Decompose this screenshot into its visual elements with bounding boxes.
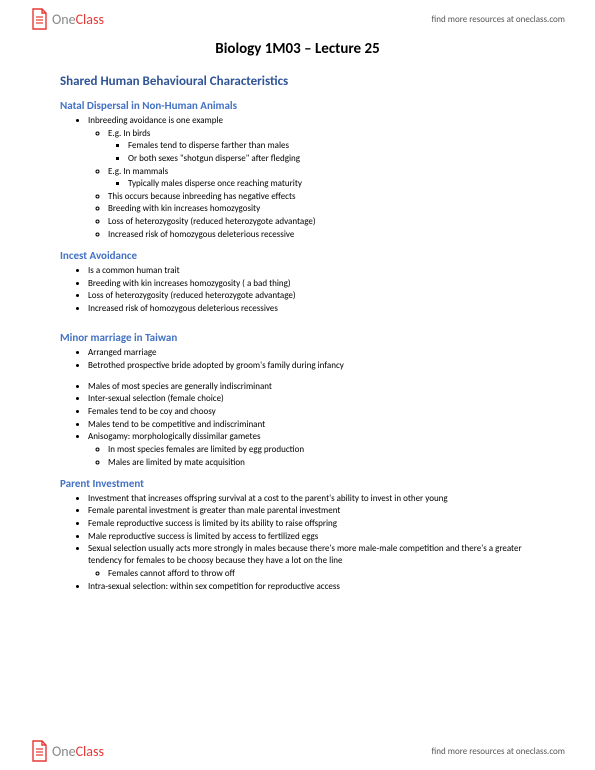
list-item: Females tend to be coy and choosy (88, 406, 535, 418)
list-item: Breeding with kin increases homozygosity… (88, 278, 535, 290)
list-item: Males tend to be competitive and indiscr… (88, 419, 535, 431)
subheading-minor: Minor marriage in Taiwan (60, 331, 535, 344)
list-minor-b: Males of most species are generally indi… (60, 381, 535, 469)
brand-text-class: Class (76, 743, 104, 760)
list-item: Increased risk of homozygous deleterious… (108, 229, 535, 241)
list-item: Intra-sexual selection: within sex compe… (88, 581, 535, 593)
brand-text-one: One (52, 11, 76, 28)
subheading-parent: Parent Investment (60, 477, 535, 490)
brand-text-one: One (52, 743, 76, 760)
list-item: This occurs because inbreeding has negat… (108, 191, 535, 203)
document-icon (30, 8, 48, 30)
list-item: E.g. In mammals (108, 166, 535, 178)
list-item: E.g. In birds (108, 128, 535, 140)
list-item: Males of most species are generally indi… (88, 381, 535, 393)
list-item: Loss of heterozygosity (reduced heterozy… (108, 216, 535, 228)
header-link[interactable]: find more resources at oneclass.com (432, 14, 565, 25)
list-item: Breeding with kin increases homozygosity (108, 203, 535, 215)
list-item: Female reproductive success is limited b… (88, 518, 535, 530)
brand-logo-footer: OneClass (30, 740, 104, 762)
list-incest: Is a common human trait Breeding with ki… (60, 265, 535, 315)
page-header: OneClass find more resources at oneclass… (0, 0, 595, 34)
document-icon (30, 740, 48, 762)
list-item: Or both sexes "shotgun disperse" after f… (128, 153, 535, 165)
list-item: Typically males disperse once reaching m… (128, 178, 535, 190)
list-item: Inbreeding avoidance is one example (88, 115, 535, 127)
list-minor-a: Arranged marriage Betrothed prospective … (60, 347, 535, 372)
subheading-natal: Natal Dispersal in Non-Human Animals (60, 99, 535, 112)
section-heading-main: Shared Human Behavioural Characteristics (60, 74, 535, 89)
list-item: Females tend to disperse farther than ma… (128, 140, 535, 152)
list-parent: Investment that increases offspring surv… (60, 493, 535, 593)
list-item: Inter-sexual selection (female choice) (88, 393, 535, 405)
document-body: Biology 1M03 – Lecture 25 Shared Human B… (0, 34, 595, 593)
list-natal: Inbreeding avoidance is one example E.g.… (60, 115, 535, 241)
list-item: Arranged marriage (88, 347, 535, 359)
brand-logo: OneClass (30, 8, 104, 30)
page-footer: OneClass find more resources at oneclass… (0, 736, 595, 770)
list-item: Female parental investment is greater th… (88, 505, 535, 517)
list-item: Anisogamy: morphologically dissimilar ga… (88, 431, 535, 443)
subheading-incest: Incest Avoidance (60, 249, 535, 262)
list-item: Females cannot afford to throw off (108, 568, 535, 580)
list-item: Betrothed prospective bride adopted by g… (88, 360, 535, 372)
brand-text-class: Class (76, 11, 104, 28)
footer-link[interactable]: find more resources at oneclass.com (432, 746, 565, 757)
list-item: Loss of heterozygosity (reduced heterozy… (88, 290, 535, 302)
list-item: Males are limited by mate acquisition (108, 457, 535, 469)
list-item: Male reproductive success is limited by … (88, 531, 535, 543)
page-title: Biology 1M03 – Lecture 25 (60, 40, 535, 58)
list-item: Investment that increases offspring surv… (88, 493, 535, 505)
list-item: Is a common human trait (88, 265, 535, 277)
list-item: Increased risk of homozygous deleterious… (88, 303, 535, 315)
list-item: In most species females are limited by e… (108, 444, 535, 456)
list-item: Sexual selection usually acts more stron… (88, 543, 535, 567)
